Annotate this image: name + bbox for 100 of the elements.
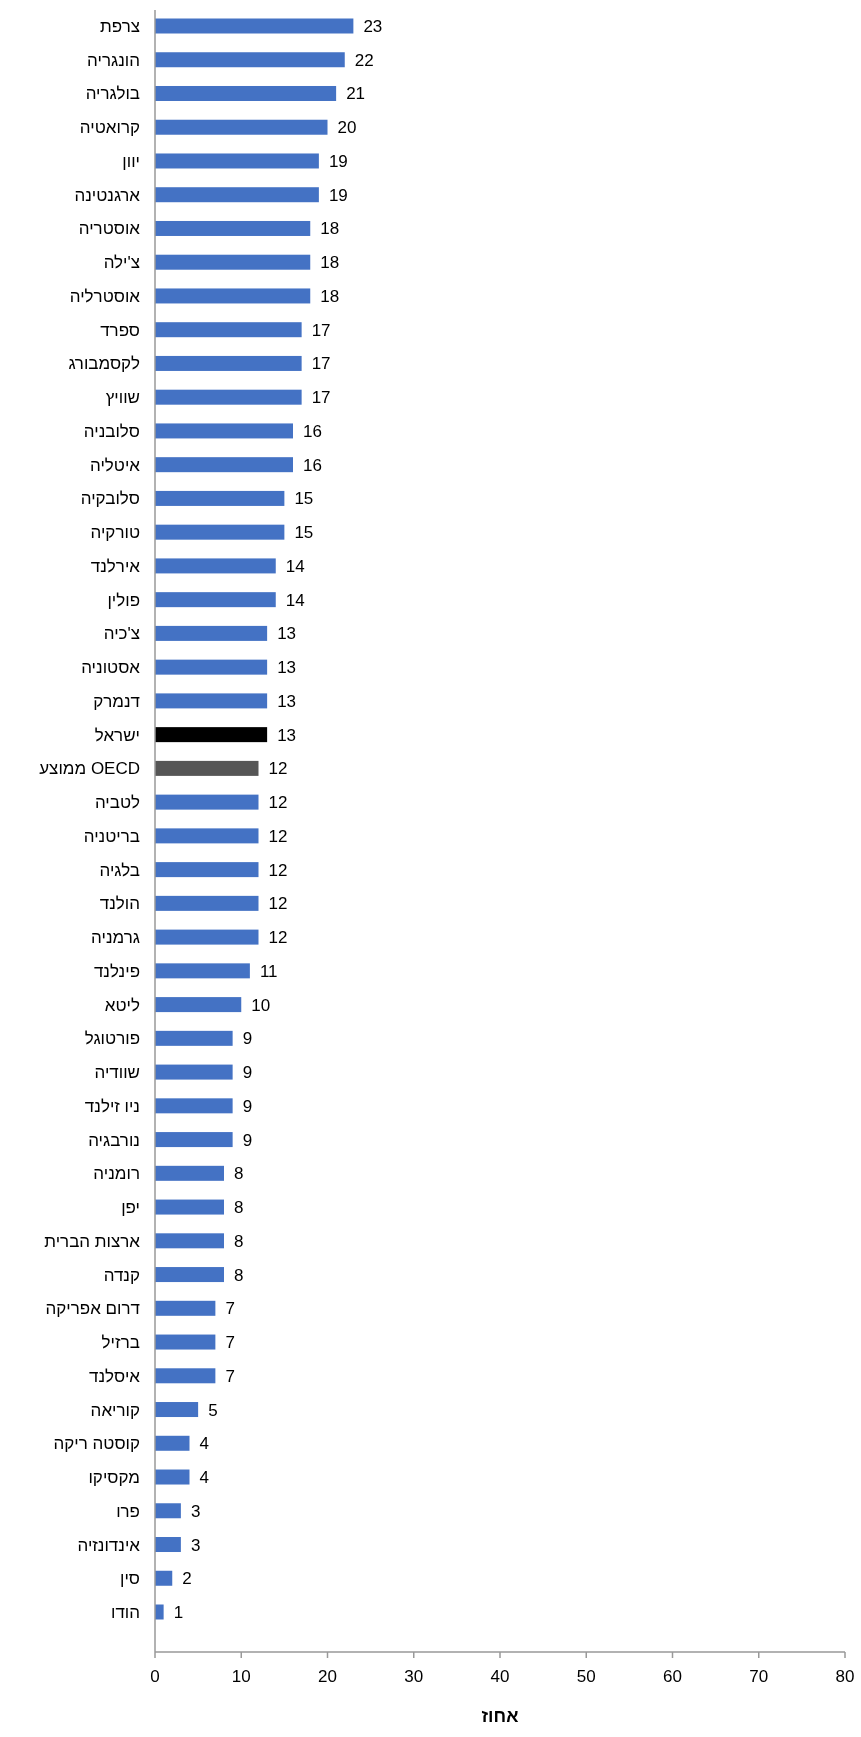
bar [155, 794, 259, 810]
y-tick-label: ממוצע OECD [39, 759, 140, 779]
y-tick-label: טורקיה [90, 523, 140, 543]
data-label: 13 [277, 725, 297, 745]
y-tick-label: בריטניה [83, 826, 140, 846]
y-tick-label: לקסמבורג [68, 354, 140, 374]
bar [155, 457, 293, 473]
bar [155, 727, 268, 743]
bar [155, 558, 276, 574]
y-tick-label: איסלנד [89, 1366, 141, 1386]
y-tick-label: ארצות הברית [44, 1231, 141, 1251]
bar [155, 119, 328, 135]
y-tick-label: ליטא [104, 995, 140, 1015]
y-tick-label: נורבגיה [88, 1130, 140, 1150]
bar [155, 52, 345, 68]
data-label: 17 [311, 388, 331, 408]
bar [155, 997, 242, 1013]
data-label: 20 [337, 118, 357, 138]
x-tick-label: 40 [490, 1667, 510, 1686]
data-label: 1 [173, 1603, 184, 1622]
bar [155, 1334, 216, 1350]
data-label: 14 [285, 590, 305, 610]
data-label: 16 [303, 421, 322, 441]
data-label: 17 [311, 320, 331, 340]
data-label: 2 [182, 1569, 192, 1589]
y-tick-label: פינלנד [93, 961, 140, 981]
bar [155, 1030, 233, 1046]
data-label: 10 [251, 995, 271, 1015]
data-label: 11 [259, 961, 278, 981]
x-tick-label: 10 [231, 1667, 251, 1686]
y-tick-label: ארגנטינה [74, 185, 141, 205]
bar [155, 490, 285, 506]
y-tick-label: סין [120, 1569, 140, 1589]
y-tick-label: הודו [110, 1603, 140, 1622]
x-tick-label: 50 [576, 1667, 596, 1686]
bar [155, 828, 259, 844]
bar [155, 423, 293, 439]
x-tick-label: 0 [150, 1667, 160, 1686]
y-tick-label: יוון [122, 151, 140, 171]
data-label: 12 [268, 860, 288, 880]
data-label: 23 [363, 17, 383, 36]
bar [155, 1132, 233, 1148]
y-tick-label: שוודיה [94, 1063, 140, 1083]
bar [155, 18, 354, 34]
y-tick-label: הולנד [99, 894, 140, 914]
data-label: 7 [225, 1299, 235, 1319]
bar [155, 1537, 181, 1553]
data-label: 22 [354, 50, 374, 70]
y-tick-label: שוויץ [105, 388, 140, 408]
y-tick-label: לטביה [94, 793, 140, 813]
data-label: 7 [225, 1333, 235, 1353]
data-label: 19 [328, 185, 348, 205]
x-tick-label: 60 [663, 1667, 682, 1686]
data-label: 8 [234, 1231, 244, 1251]
bar [155, 355, 302, 371]
data-label: 18 [320, 253, 340, 273]
y-tick-label: צ'כיה [103, 624, 140, 644]
bar [155, 1300, 216, 1316]
y-tick-label: ניו זילנד [84, 1096, 140, 1116]
y-tick-label: צ'ילה [103, 253, 140, 273]
data-label: 13 [277, 624, 297, 644]
data-label: 15 [294, 523, 314, 543]
data-label: 12 [268, 894, 288, 914]
bar [155, 592, 276, 608]
x-axis-title: אחוז [481, 1706, 519, 1726]
y-tick-label: יפן [121, 1198, 140, 1218]
data-label: 3 [190, 1501, 201, 1521]
data-label: 21 [346, 84, 366, 104]
y-tick-label: קרואטיה [79, 118, 140, 138]
y-tick-label: אירלנד [90, 556, 141, 576]
bar [155, 1570, 173, 1586]
y-tick-label: אסטוניה [81, 658, 141, 678]
data-label: 13 [277, 691, 297, 711]
data-label: 4 [199, 1434, 209, 1454]
data-label: 17 [311, 354, 331, 374]
bar [155, 1469, 190, 1485]
data-label: 9 [242, 1029, 253, 1049]
y-tick-label: רומניה [93, 1164, 140, 1184]
bar [155, 1604, 164, 1620]
data-label: 18 [320, 286, 340, 306]
y-tick-label: פרו [116, 1501, 140, 1521]
bar [155, 153, 319, 169]
y-tick-label: אוסטרליה [69, 286, 141, 306]
y-tick-label: סלובניה [83, 421, 140, 441]
y-tick-label: מקסיקו [88, 1468, 140, 1488]
x-tick-label: 20 [318, 1667, 337, 1686]
y-tick-label: צרפת [100, 17, 140, 36]
data-label: 12 [268, 928, 288, 948]
bar [155, 1435, 190, 1451]
bar [155, 1165, 224, 1181]
y-tick-label: גרמניה [91, 928, 140, 948]
bar [155, 1368, 216, 1384]
bar [155, 659, 268, 675]
y-tick-label: אוסטריה [78, 219, 141, 239]
y-tick-label: איטליה [89, 455, 141, 475]
bar [155, 760, 259, 776]
bar [155, 1402, 199, 1418]
data-label: 4 [199, 1468, 209, 1488]
bar [155, 288, 311, 304]
data-label: 12 [268, 826, 288, 846]
